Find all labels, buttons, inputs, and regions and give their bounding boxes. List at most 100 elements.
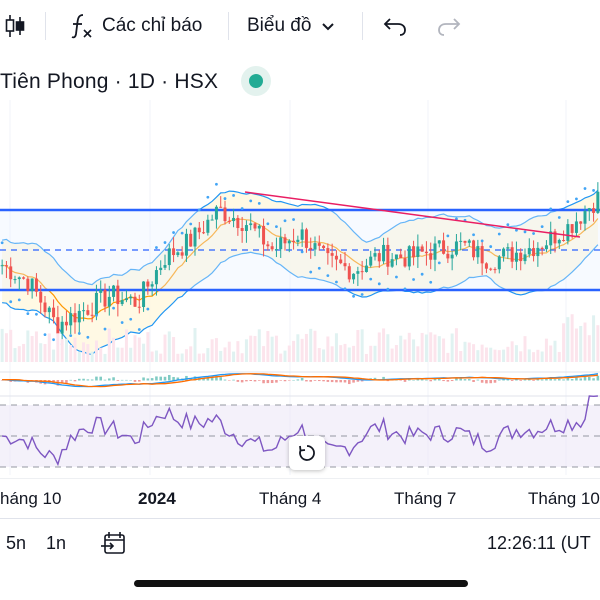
- candle-body: [60, 321, 64, 334]
- bottom-bar: 5n 1n 12:26:11 (UT: [0, 518, 600, 569]
- candle-body: [442, 240, 446, 254]
- sar-dot: [189, 222, 193, 226]
- macd-histogram-bar: [472, 380, 475, 383]
- candle-body: [262, 225, 266, 245]
- volume-bar: [184, 349, 188, 362]
- volume-bar: [313, 330, 317, 362]
- macd-histogram-bar: [330, 380, 334, 383]
- volume-bar: [420, 332, 424, 362]
- macd-histogram-bar: [313, 380, 317, 381]
- macd-histogram-bar: [150, 378, 154, 381]
- volume-bar: [172, 336, 176, 362]
- volume-bar: [330, 346, 334, 362]
- volume-bar: [527, 349, 531, 362]
- candle-body: [112, 285, 116, 297]
- candle-body: [399, 254, 403, 259]
- time-axis[interactable]: háng 10 2024 Tháng 4 Tháng 7 Tháng 10: [0, 478, 600, 515]
- candle-body: [4, 265, 8, 267]
- sar-dot: [35, 312, 38, 316]
- candle-body: [137, 306, 141, 308]
- candle-body: [420, 246, 424, 252]
- volume-bar: [219, 350, 223, 362]
- candle-body: [467, 240, 471, 243]
- macd-histogram-bar: [588, 376, 591, 381]
- volume-bar: [206, 348, 210, 362]
- candle-body: [266, 244, 270, 247]
- market-status-indicator[interactable]: [241, 66, 271, 96]
- candle-body: [369, 256, 373, 266]
- sar-dot: [52, 338, 55, 342]
- candle-body: [360, 271, 364, 273]
- macd-histogram-bar: [163, 376, 167, 381]
- volume-bar: [532, 352, 536, 362]
- undo-button[interactable]: [382, 0, 408, 52]
- candle-body: [206, 219, 210, 233]
- chart-style-button[interactable]: [4, 0, 28, 52]
- volume-bar: [433, 334, 437, 362]
- symbol-legend[interactable]: Tiên Phong · 1D · HSX: [0, 62, 218, 102]
- volume-bar: [377, 332, 381, 362]
- candle-body: [86, 310, 90, 315]
- macd-histogram-bar: [108, 378, 111, 381]
- sar-dot: [112, 306, 115, 310]
- macd-histogram-bar: [318, 380, 321, 382]
- go-to-date-button[interactable]: [100, 529, 128, 562]
- macd-histogram-bar: [253, 380, 257, 382]
- volume-bar: [150, 351, 154, 362]
- volume-bar: [587, 335, 591, 362]
- function-icon: [71, 14, 92, 39]
- macd-histogram-bar: [502, 378, 505, 381]
- volume-bar: [557, 351, 561, 362]
- sar-dot: [575, 197, 578, 201]
- candle-body: [116, 285, 120, 305]
- candle-body: [386, 244, 390, 267]
- candle-body: [249, 223, 253, 226]
- range-1n-button[interactable]: 1n: [46, 533, 67, 553]
- candle-body: [69, 313, 73, 326]
- volume-bar: [523, 336, 527, 362]
- volume-bar: [124, 329, 128, 362]
- candle-body: [407, 246, 411, 267]
- chevron-down-icon: [322, 23, 335, 31]
- price-chart[interactable]: [0, 100, 600, 475]
- sar-dot: [86, 335, 90, 339]
- candle-body: [459, 240, 463, 242]
- clock-timezone[interactable]: 12:26:11 (UT: [487, 533, 591, 553]
- macd-histogram-bar: [442, 380, 445, 382]
- macd-histogram-bar: [142, 377, 145, 381]
- macd-histogram-bar: [215, 376, 218, 381]
- volume-bar: [497, 350, 501, 362]
- candle-body: [296, 239, 300, 242]
- chart-type-dropdown[interactable]: Biểu đồ: [247, 0, 337, 52]
- volume-bar: [570, 314, 574, 362]
- sar-dot: [343, 287, 347, 291]
- candle-body: [347, 266, 351, 280]
- volume-bar: [266, 331, 270, 362]
- macd-histogram-bar: [245, 380, 248, 382]
- candle-body: [403, 258, 407, 267]
- volume-bar: [176, 353, 180, 362]
- volume-bar: [167, 331, 171, 362]
- sar-dot: [335, 280, 338, 284]
- redo-button[interactable]: [436, 0, 462, 52]
- volume-bar: [347, 347, 351, 362]
- volume-bar: [189, 346, 193, 362]
- macd-histogram-bar: [65, 380, 68, 383]
- candle-body: [339, 259, 343, 264]
- candle-body: [502, 248, 506, 257]
- range-5n-button[interactable]: 5n: [6, 533, 27, 553]
- candle-body: [437, 240, 441, 244]
- indicators-button[interactable]: Các chỉ báo: [68, 0, 202, 52]
- candle-body: [270, 246, 274, 250]
- chart-type-label: Biểu đồ: [247, 15, 312, 36]
- candle-body: [227, 221, 231, 223]
- macd-histogram-bar: [138, 380, 141, 382]
- volume-bar: [227, 341, 231, 362]
- reset-chart-button[interactable]: [289, 436, 325, 470]
- volume-bar: [403, 339, 407, 362]
- volume-bar: [214, 338, 218, 362]
- sar-dot: [283, 219, 287, 223]
- volume-bar: [193, 328, 197, 362]
- candle-body: [557, 239, 561, 244]
- indicators-label: Các chỉ báo: [102, 15, 203, 36]
